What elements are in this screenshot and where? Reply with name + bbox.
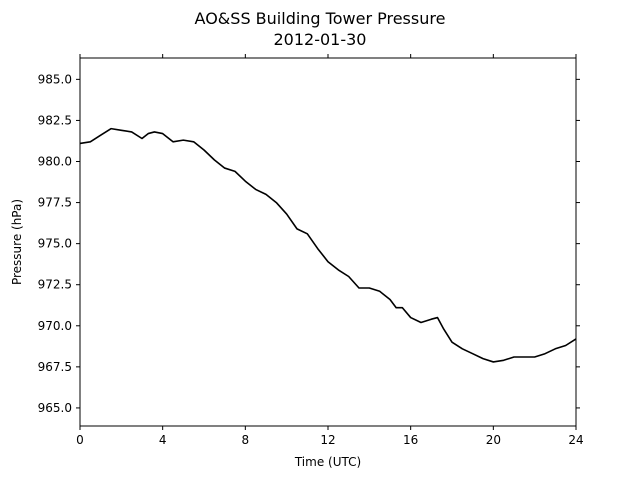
x-tick-label: 4	[159, 433, 167, 447]
y-tick-label: 985.0	[38, 72, 72, 86]
y-tick-label: 967.5	[38, 360, 72, 374]
x-tick-label: 24	[568, 433, 583, 447]
y-tick-label: 965.0	[38, 401, 72, 415]
y-tick-label: 980.0	[38, 155, 72, 169]
chart-title: AO&SS Building Tower Pressure	[195, 9, 446, 28]
x-tick-label: 0	[76, 433, 84, 447]
y-tick-label: 972.5	[38, 278, 72, 292]
series-layer	[79, 127, 577, 363]
y-tick-label: 982.5	[38, 113, 72, 127]
pressure-series-line	[79, 127, 577, 363]
x-tick-label: 12	[320, 433, 335, 447]
axis-tick-labels: 0 4 8 12 16 20 24 965.0 967.5 970.0 972.5 975.0 977.…	[38, 72, 584, 447]
y-tick-label: 970.0	[38, 319, 72, 333]
y-tick-label: 975.0	[38, 237, 72, 251]
y-tick-label: 977.5	[38, 196, 72, 210]
y-axis-label: Pressure (hPa)	[10, 199, 24, 285]
x-tick-label: 16	[403, 433, 418, 447]
x-axis-label: Time (UTC)	[294, 455, 361, 469]
axis-ticks	[76, 54, 580, 430]
plot-frame	[79, 57, 577, 427]
chart-subtitle: 2012-01-30	[274, 30, 367, 49]
x-tick-label: 20	[486, 433, 501, 447]
x-tick-label: 8	[242, 433, 250, 447]
